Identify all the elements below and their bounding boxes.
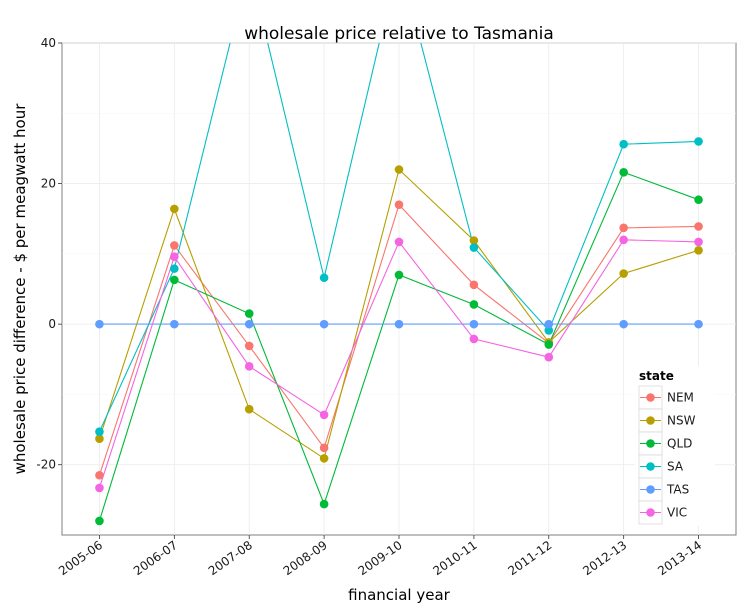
data-point-nsw (244, 404, 254, 414)
legend-key-point (646, 439, 655, 448)
data-point-tas (619, 319, 628, 329)
legend-key-point (646, 485, 655, 494)
data-point-qld (319, 499, 329, 509)
y-tick-label: 20 (41, 177, 56, 191)
legend-key-point (646, 508, 655, 517)
x-tick-label: 2008-09 (281, 538, 330, 578)
data-point-sa (95, 427, 104, 436)
data-point-qld (694, 195, 703, 205)
legend-label-qld: QLD (667, 437, 692, 451)
legend-label-tas: TAS (666, 483, 689, 497)
data-point-nsw (619, 269, 628, 278)
data-point-tas (95, 319, 104, 329)
data-point-qld (170, 275, 179, 285)
data-point-vic (619, 235, 628, 245)
data-point-nem (694, 222, 703, 231)
data-point-qld (244, 309, 254, 318)
data-point-qld (544, 340, 554, 349)
x-tick-label: 2011-12 (505, 538, 554, 578)
x-tick-label: 2007-08 (206, 538, 255, 578)
data-point-nem (170, 241, 179, 250)
data-point-nem (469, 280, 479, 290)
y-tick-label: 40 (41, 36, 56, 50)
data-point-vic (469, 334, 479, 344)
data-point-nsw (319, 454, 329, 463)
data-point-sa (694, 137, 703, 146)
data-point-tas (544, 319, 554, 329)
data-point-vic (95, 483, 104, 493)
legend-key-point (646, 393, 655, 402)
data-point-nsw (394, 165, 404, 174)
data-point-tas (319, 319, 329, 329)
y-axis-title: wholesale price difference - $ per meagw… (11, 103, 29, 475)
x-tick-label: 2006-07 (131, 538, 180, 578)
data-point-nsw (694, 246, 703, 255)
data-point-nem (319, 443, 329, 453)
data-point-tas (469, 319, 479, 329)
data-point-nsw (170, 204, 179, 214)
legend-label-nsw: NSW (667, 414, 696, 428)
data-point-tas (244, 319, 254, 329)
series-layer (95, 43, 703, 526)
data-point-tas (170, 319, 179, 329)
data-point-sa (319, 273, 329, 283)
x-tick-label: 2005-06 (56, 538, 105, 578)
data-point-qld (95, 516, 104, 526)
data-point-tas (394, 319, 404, 329)
data-point-nem (394, 200, 404, 209)
data-point-vic (244, 362, 254, 371)
chart-title: wholesale price relative to Tasmania (244, 24, 554, 44)
data-point-nem (95, 470, 104, 480)
data-point-vic (544, 352, 554, 362)
y-tick-label: 0 (48, 317, 56, 331)
data-point-nem (619, 223, 628, 233)
data-point-qld (619, 168, 628, 177)
data-point-sa (619, 139, 628, 149)
x-axis-title: financial year (348, 586, 450, 604)
legend-key-point (646, 416, 655, 425)
legend-key-point (646, 462, 655, 471)
data-point-nem (244, 341, 254, 351)
x-tick-label: 2009-10 (356, 538, 405, 578)
data-point-sa (170, 264, 179, 273)
data-point-vic (319, 410, 329, 420)
grid (62, 42, 736, 535)
data-point-nsw (469, 236, 479, 245)
data-point-sa (469, 243, 479, 252)
x-tick-label: 2013-14 (655, 538, 704, 578)
x-tick-label: 2010-11 (431, 538, 480, 578)
legend-label-vic: VIC (667, 506, 687, 520)
legend: state NEM NSW QLD SA TAS VIC (635, 366, 715, 526)
data-point-vic (394, 237, 404, 247)
series-line-sa (98, 43, 699, 432)
y-tick-label: -20 (36, 458, 56, 472)
data-point-sa (544, 326, 554, 335)
x-tick-label: 2012-13 (580, 538, 629, 578)
data-point-qld (394, 270, 404, 280)
data-point-qld (469, 300, 479, 309)
legend-label-sa: SA (667, 460, 684, 474)
legend-label-nem: NEM (667, 391, 694, 405)
data-point-vic (170, 252, 179, 261)
data-point-nsw (95, 434, 104, 444)
data-point-vic (694, 237, 703, 247)
legend-title: state (639, 369, 674, 383)
data-point-tas (694, 319, 703, 329)
